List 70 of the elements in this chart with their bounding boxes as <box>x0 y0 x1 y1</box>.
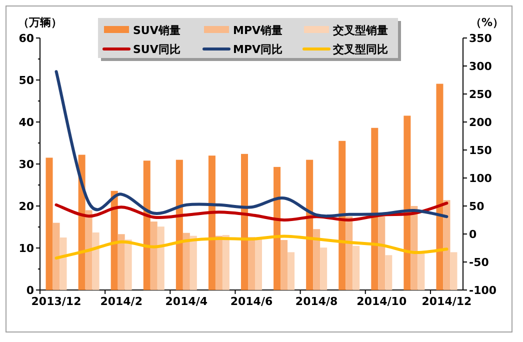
bar <box>274 166 281 290</box>
bar <box>157 226 164 290</box>
y-tick-label: 50 <box>18 74 34 87</box>
bar <box>385 255 392 290</box>
bar <box>118 234 125 290</box>
y2-tick-label: 200 <box>469 116 492 129</box>
bar <box>215 236 222 290</box>
y2-tick-label: 300 <box>469 60 492 73</box>
y2-tick-label: 100 <box>469 172 492 185</box>
bar <box>150 222 158 290</box>
x-tick-label: 2014/6 <box>230 295 273 308</box>
legend-label: 交叉型销量 <box>332 24 388 37</box>
bar <box>182 232 190 290</box>
legend-label: MPV销量 <box>233 24 283 37</box>
y-axis-title: （万辆） <box>18 16 62 29</box>
bar <box>320 248 328 290</box>
y-tick-label: 40 <box>18 116 34 129</box>
bar <box>352 246 360 290</box>
bar <box>313 229 320 290</box>
bar <box>450 252 458 290</box>
bar <box>241 154 248 290</box>
y2-tick-label: 50 <box>469 200 485 213</box>
x-tick-label: 2014/12 <box>422 295 472 308</box>
y-tick-label: 20 <box>18 200 34 213</box>
legend-label: MPV同比 <box>233 43 283 56</box>
y2-tick-label: 0 <box>469 228 477 241</box>
bar <box>248 237 255 290</box>
bar <box>418 253 425 290</box>
line-series <box>54 202 448 222</box>
y-tick-label: 60 <box>18 32 34 45</box>
y2-tick-label: 250 <box>469 88 492 101</box>
bar <box>436 84 444 290</box>
bar <box>338 140 346 290</box>
x-tick-label: 2014/10 <box>356 295 407 308</box>
bar <box>378 216 386 290</box>
bar <box>255 238 262 290</box>
bar <box>371 128 378 290</box>
y-tick-label: 30 <box>18 158 34 171</box>
bar <box>280 240 288 290</box>
bar <box>46 158 53 290</box>
bar <box>306 160 314 290</box>
bar <box>208 156 216 290</box>
bar <box>288 252 295 290</box>
bar <box>92 232 100 290</box>
x-tick-label: 2014/2 <box>100 295 142 308</box>
x-tick-label: 2013/12 <box>31 295 82 308</box>
y2-axis-title: （%） <box>470 16 504 29</box>
legend-label: SUV同比 <box>133 43 180 56</box>
line-series <box>54 70 448 218</box>
bar <box>124 240 132 290</box>
bar <box>176 160 183 290</box>
y-tick-label: 10 <box>18 242 34 255</box>
y2-tick-label: 350 <box>469 32 492 45</box>
x-tick-label: 2014/8 <box>295 295 338 308</box>
legend-label: SUV销量 <box>133 24 180 37</box>
y2-tick-label: -50 <box>469 256 490 269</box>
bar <box>143 160 150 290</box>
bar <box>85 210 92 290</box>
bar <box>60 238 67 290</box>
bar <box>190 236 197 290</box>
legend-label: 交叉型同比 <box>332 43 388 56</box>
line-series <box>54 234 448 260</box>
y-tick-label: 0 <box>26 284 34 297</box>
x-tick-label: 2014/4 <box>165 295 208 308</box>
bar <box>404 116 411 290</box>
bar <box>222 234 230 290</box>
y2-tick-label: -100 <box>469 284 497 297</box>
bar <box>443 200 450 290</box>
y2-tick-label: 150 <box>469 144 492 157</box>
bar <box>52 222 60 290</box>
